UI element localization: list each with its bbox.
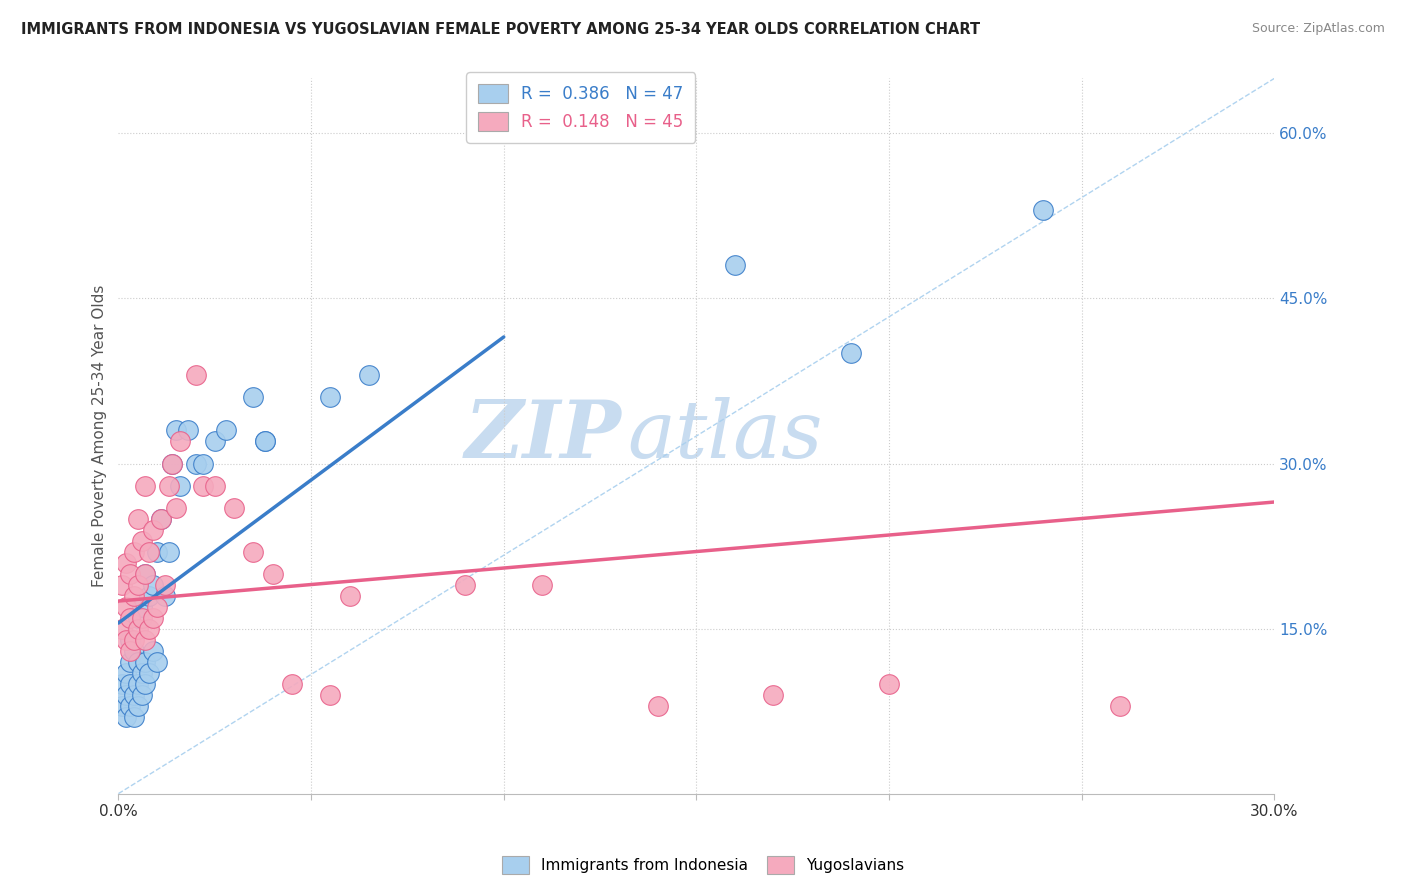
Point [118, 655, 141, 669]
Point [134, 632, 156, 647]
Point [122, 632, 145, 647]
Point [118, 632, 141, 647]
Point [149, 511, 172, 525]
Point [134, 566, 156, 581]
Point [122, 589, 145, 603]
Point [118, 566, 141, 581]
Point [115, 599, 138, 614]
Point [142, 610, 165, 624]
Point [115, 688, 138, 702]
Point [357, 368, 380, 383]
Point [146, 655, 169, 669]
Point [142, 523, 165, 537]
Point [724, 259, 747, 273]
Text: atlas: atlas [627, 397, 823, 475]
Text: ZIP: ZIP [464, 397, 621, 475]
Point [115, 665, 138, 680]
Point [146, 599, 169, 614]
Point [319, 688, 342, 702]
Point [153, 577, 176, 591]
Point [204, 434, 226, 449]
Point [319, 391, 342, 405]
Point [339, 589, 361, 603]
Point [177, 424, 200, 438]
Point [149, 511, 172, 525]
Point [131, 665, 153, 680]
Point [184, 457, 207, 471]
Text: IMMIGRANTS FROM INDONESIA VS YUGOSLAVIAN FEMALE POVERTY AMONG 25-34 YEAR OLDS CO: IMMIGRANTS FROM INDONESIA VS YUGOSLAVIAN… [21, 22, 980, 37]
Point [111, 622, 134, 636]
Point [131, 610, 153, 624]
Point [142, 577, 165, 591]
Point [262, 566, 284, 581]
Point [127, 655, 149, 669]
Legend: Immigrants from Indonesia, Yugoslavians: Immigrants from Indonesia, Yugoslavians [495, 850, 911, 880]
Point [131, 599, 153, 614]
Point [134, 676, 156, 690]
Legend: R =  0.386   N = 47, R =  0.148   N = 45: R = 0.386 N = 47, R = 0.148 N = 45 [467, 72, 696, 143]
Point [138, 544, 160, 558]
Point [165, 500, 187, 515]
Point [115, 556, 138, 570]
Point [127, 610, 149, 624]
Point [647, 698, 669, 713]
Point [134, 655, 156, 669]
Point [127, 622, 149, 636]
Point [111, 676, 134, 690]
Point [127, 698, 149, 713]
Point [118, 698, 141, 713]
Point [877, 676, 900, 690]
Point [222, 500, 245, 515]
Point [162, 457, 184, 471]
Point [122, 643, 145, 657]
Point [165, 424, 187, 438]
Point [157, 478, 180, 492]
Point [157, 544, 180, 558]
Point [169, 478, 191, 492]
Point [134, 566, 156, 581]
Point [118, 676, 141, 690]
Point [454, 577, 477, 591]
Point [146, 544, 169, 558]
Y-axis label: Female Poverty Among 25-34 Year Olds: Female Poverty Among 25-34 Year Olds [93, 285, 107, 587]
Point [215, 424, 238, 438]
Point [115, 632, 138, 647]
Point [122, 544, 145, 558]
Point [839, 346, 862, 360]
Point [193, 478, 215, 492]
Point [193, 457, 215, 471]
Point [138, 665, 160, 680]
Point [184, 368, 207, 383]
Point [118, 610, 141, 624]
Point [115, 709, 138, 723]
Point [127, 511, 149, 525]
Point [122, 709, 145, 723]
Point [138, 622, 160, 636]
Point [169, 434, 191, 449]
Point [242, 391, 264, 405]
Point [162, 457, 184, 471]
Point [531, 577, 554, 591]
Point [242, 544, 264, 558]
Point [153, 589, 176, 603]
Point [204, 478, 226, 492]
Point [762, 688, 785, 702]
Point [118, 643, 141, 657]
Point [142, 643, 165, 657]
Point [127, 577, 149, 591]
Point [138, 589, 160, 603]
Point [134, 478, 156, 492]
Point [127, 676, 149, 690]
Point [1109, 698, 1132, 713]
Text: Source: ZipAtlas.com: Source: ZipAtlas.com [1251, 22, 1385, 36]
Point [281, 676, 304, 690]
Point [1032, 203, 1054, 218]
Point [122, 688, 145, 702]
Point [131, 533, 153, 548]
Point [111, 698, 134, 713]
Point [131, 688, 153, 702]
Point [253, 434, 276, 449]
Point [111, 577, 134, 591]
Point [253, 434, 276, 449]
